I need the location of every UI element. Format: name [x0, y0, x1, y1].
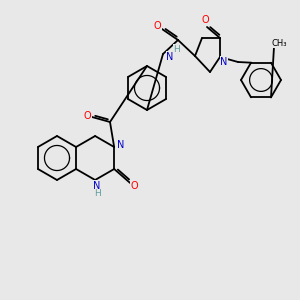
Text: O: O — [153, 21, 161, 31]
Text: O: O — [130, 181, 138, 191]
Text: H: H — [94, 190, 100, 199]
Text: N: N — [93, 181, 101, 191]
Text: N: N — [118, 140, 125, 150]
Text: H: H — [174, 44, 180, 53]
Text: N: N — [220, 57, 228, 67]
Text: CH₃: CH₃ — [271, 38, 287, 47]
Text: O: O — [201, 15, 209, 25]
Text: N: N — [166, 52, 174, 62]
Text: O: O — [83, 111, 91, 121]
